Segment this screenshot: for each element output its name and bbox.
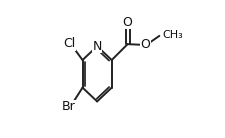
Text: CH₃: CH₃ — [162, 30, 183, 40]
Text: O: O — [122, 16, 132, 29]
Text: Br: Br — [62, 100, 75, 113]
Text: Cl: Cl — [63, 37, 75, 50]
Text: O: O — [140, 38, 150, 51]
Text: N: N — [92, 40, 101, 53]
